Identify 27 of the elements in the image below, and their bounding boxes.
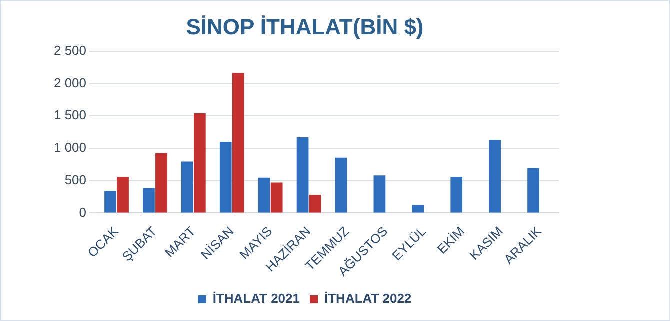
bar: [258, 178, 270, 213]
legend-label: İTHALAT 2021: [212, 291, 300, 306]
bar: [528, 168, 540, 213]
bar: [104, 191, 116, 213]
legend-label: İTHALAT 2022: [324, 291, 412, 306]
y-tick-label: 1 000: [54, 140, 87, 156]
bar: [117, 176, 129, 213]
bar: [220, 142, 232, 213]
bar: [270, 182, 283, 213]
y-tick-label: 2 500: [54, 42, 87, 58]
bar: [181, 162, 194, 213]
y-tick-label: 500: [64, 172, 87, 188]
bar: [194, 114, 206, 213]
y-tick-label: 0: [79, 204, 87, 220]
bar: [412, 205, 424, 213]
y-tick-label: 2 000: [54, 75, 87, 90]
bar: [450, 176, 463, 213]
bar: [489, 140, 502, 213]
bar: [309, 195, 322, 213]
bar: [156, 153, 168, 213]
bar: [232, 73, 244, 213]
bar: [374, 176, 386, 213]
chart-title: SİNOP İTHALAT(BİN $): [186, 14, 424, 40]
bar: [335, 158, 348, 213]
y-tick-label: 1 500: [54, 108, 87, 123]
bar: [143, 188, 155, 213]
bar: [296, 137, 309, 213]
